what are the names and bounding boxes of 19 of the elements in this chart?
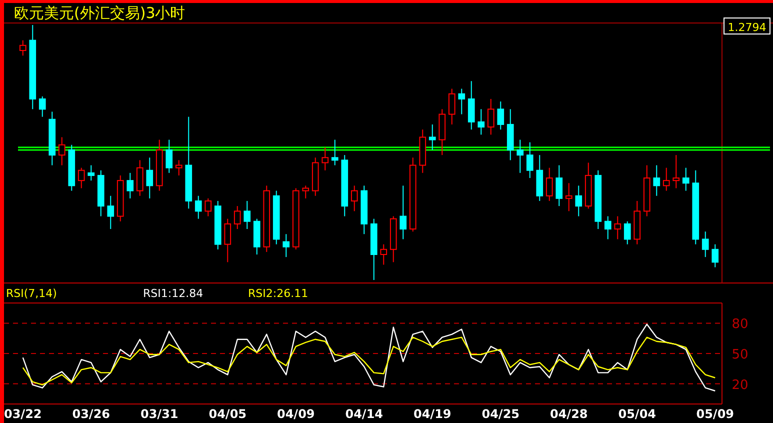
- x-tick-label: 04/28: [550, 407, 588, 421]
- x-tick-label: 03/22: [4, 407, 42, 421]
- x-tick-label: 05/09: [696, 407, 734, 421]
- x-tick-label: 05/04: [618, 407, 656, 421]
- text: RSI2:26.11: [248, 287, 308, 300]
- y-tick-label: 20: [732, 378, 748, 393]
- text: RSI1:12.84: [143, 287, 204, 300]
- x-tick-label: 04/25: [482, 407, 520, 421]
- text: 1.2794: [728, 21, 766, 34]
- chart-title: 欧元美元(外汇交易)3小时: [14, 4, 186, 22]
- x-tick-label: 04/09: [276, 407, 315, 421]
- x-tick-label: 03/26: [72, 407, 110, 421]
- x-tick-label: 03/31: [140, 407, 178, 421]
- x-tick-label: 04/19: [413, 407, 452, 421]
- chart-title: RSI(7,14): [6, 287, 57, 300]
- x-tick-label: 04/14: [345, 407, 384, 421]
- y-tick-label: 80: [732, 317, 748, 332]
- x-tick-label: 04/05: [208, 407, 247, 421]
- y-tick-label: 50: [732, 348, 748, 362]
